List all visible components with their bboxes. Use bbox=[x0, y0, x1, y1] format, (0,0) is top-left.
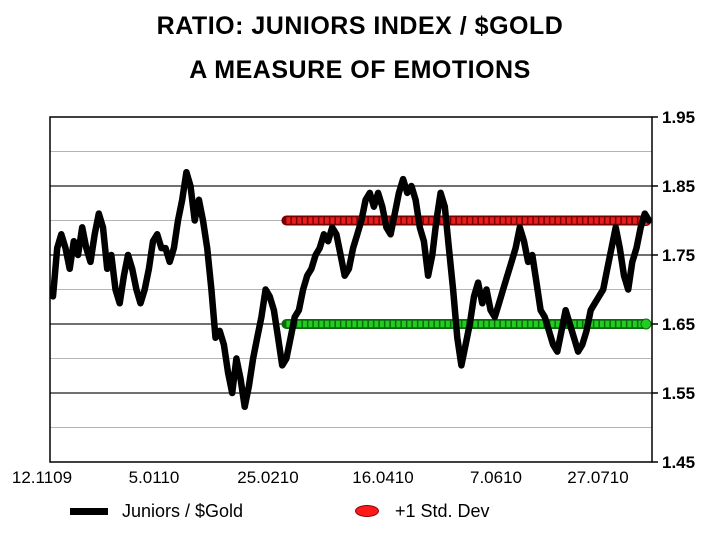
x-tick-label: 5.0110 bbox=[129, 468, 180, 487]
plot-frame bbox=[49, 116, 653, 463]
y-tick-label: 1.65 bbox=[662, 315, 695, 334]
x-tick-label: 27.0710 bbox=[567, 468, 628, 487]
x-tick-label: 25.0210 bbox=[237, 468, 298, 487]
x-tick-label: 7.0610 bbox=[470, 468, 522, 487]
legend-line-swatch bbox=[70, 507, 108, 515]
y-tick-label: 1.75 bbox=[662, 246, 695, 265]
x-axis: 12.1109 5.0110 25.0210 16.0410 7.0610 27.0710 bbox=[12, 468, 629, 487]
y-tick-label: 1.45 bbox=[662, 453, 695, 472]
x-tick-label: 16.0410 bbox=[352, 468, 413, 487]
legend-label-std-dev: +1 Std. Dev bbox=[395, 500, 490, 521]
y-axis: 1.95 1.85 1.75 1.65 1.55 1.45 bbox=[652, 108, 695, 472]
y-tick-label: 1.85 bbox=[662, 177, 695, 196]
y-tick-label: 1.55 bbox=[662, 384, 695, 403]
y-tick-label: 1.95 bbox=[662, 108, 695, 127]
legend-label-juniors: Juniors / $Gold bbox=[122, 500, 244, 521]
legend-item-juniors: Juniors / $Gold bbox=[70, 498, 243, 524]
legend-dot-swatch bbox=[355, 505, 379, 517]
chart-subtitle: A MEASURE OF EMOTIONS bbox=[189, 56, 531, 84]
chart-title: RATIO: JUNIORS INDEX / $GOLD bbox=[156, 12, 564, 40]
series-line-juniors-gold bbox=[49, 168, 653, 411]
series-group bbox=[49, 168, 653, 411]
x-tick-label: 12.1109 bbox=[12, 468, 72, 487]
reference-line-end-marker bbox=[640, 318, 652, 330]
legend-item-std-dev: +1 Std. Dev bbox=[355, 498, 490, 524]
gridlines bbox=[50, 151, 652, 428]
